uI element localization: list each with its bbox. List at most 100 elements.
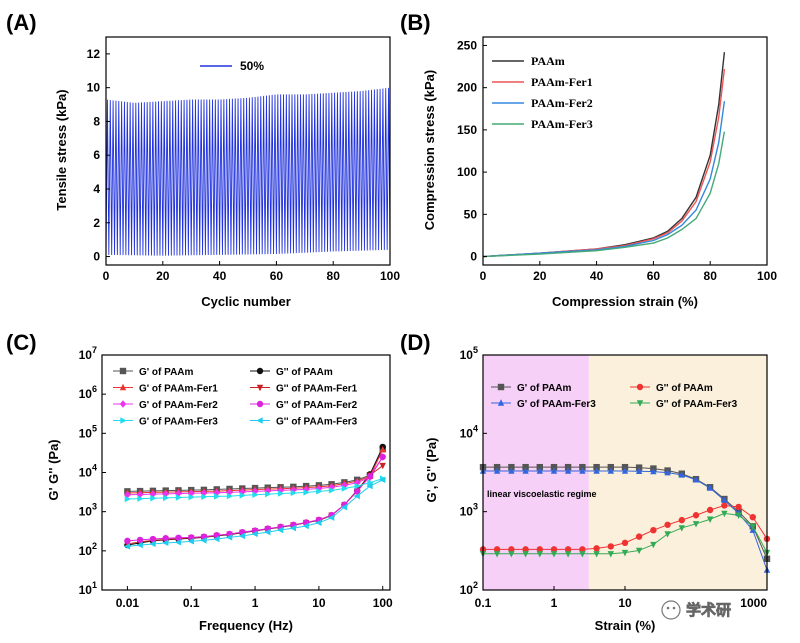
panel-d-data-point: [678, 516, 686, 524]
panel-c-data-point: [150, 495, 157, 502]
panel-c-legend-marker: [119, 367, 127, 375]
panel-d-data-point: [508, 463, 515, 471]
panel-a-ytick-label: 8: [93, 114, 100, 128]
panel-c-data-point: [124, 537, 131, 545]
panel-c-ytick-label: 104: [79, 463, 97, 480]
panel-d-data-point: [493, 463, 501, 471]
panel-a-ytick-label: 2: [93, 216, 100, 230]
panel-a-xtick-label: 20: [156, 269, 170, 283]
panel-d-data-point: [536, 467, 544, 474]
panel-c-ytick-label: 101: [79, 580, 97, 597]
panel-c-legend-marker: [256, 417, 263, 424]
panel-d-label: (D): [400, 330, 431, 355]
panel-b-ytick-label: 50: [464, 207, 478, 221]
panel-b: (B) Compression stress (kPa) Compression…: [400, 10, 777, 309]
panel-c-data-point: [302, 522, 309, 530]
panel-c-xtick-label: 1: [252, 596, 259, 610]
panel-d-data-point: [493, 551, 501, 558]
panel-c-legend-marker: [256, 367, 264, 375]
panel-d-data-point: [706, 516, 714, 523]
panel-c-data-point: [162, 494, 170, 502]
panel-d-xlabel: Strain (%): [595, 618, 656, 633]
panel-c-data-point: [161, 539, 169, 547]
panel-d: (D) G', G'' (Pa) Strain (%) linear visco…: [400, 330, 771, 633]
panel-c-data-point: [201, 493, 208, 500]
panel-d-data-point: [508, 467, 515, 474]
panel-c-label: (C): [6, 330, 37, 355]
panel-c-data-point: [252, 491, 259, 498]
panel-b-ytick-label: 150: [457, 123, 477, 137]
panel-a-ytick-label: 0: [93, 250, 100, 264]
panel-d-data-point: [607, 551, 615, 558]
panel-a-xlabel: Cyclic number: [201, 294, 291, 309]
panel-d-data-point: [536, 551, 544, 558]
panel-c-ytick-label: 105: [79, 423, 97, 440]
panel-c-data-point: [213, 535, 220, 543]
panel-c-data-point: [200, 537, 207, 544]
panel-b-xtick-label: 60: [647, 269, 661, 283]
panel-c-ytick-label: 106: [79, 384, 97, 401]
panel-d-data-point: [749, 523, 757, 531]
panel-b-series-line: [482, 131, 726, 258]
panel-d-data-point: [607, 467, 615, 474]
panel-d-data-point: [664, 521, 671, 528]
panel-d-data-point: [536, 463, 544, 471]
panel-d-data-point: [635, 547, 643, 555]
panel-d-region-band: [483, 355, 589, 590]
panel-c-data-point: [276, 526, 284, 534]
panel-b-xtick-label: 40: [590, 269, 604, 283]
panel-c-ytick-label: 107: [79, 345, 97, 362]
panel-b-xtick-label: 80: [704, 269, 718, 283]
panel-d-data-point: [593, 463, 600, 471]
panel-d-ytick-label: 103: [460, 502, 478, 519]
panel-d-data-point: [550, 467, 558, 474]
panel-c-data-point: [316, 488, 323, 495]
panel-d-data-point: [522, 463, 529, 471]
panel-c-data-point: [290, 489, 298, 497]
panel-d-xtick-label: 1000: [740, 596, 767, 610]
panel-b-ytick-label: 250: [457, 38, 477, 52]
panel-a-ytick-label: 4: [93, 182, 100, 196]
panel-c-data-point: [239, 492, 246, 499]
panel-d-ytick-label: 104: [460, 423, 478, 440]
panel-d-data-point: [593, 545, 600, 552]
panel-c-data-point: [264, 528, 271, 536]
panel-b-ytick-label: 200: [457, 81, 477, 95]
panel-a: (A) Tensile stress (kPa) Cyclic number 5…: [6, 10, 400, 309]
panel-d-data-point: [721, 502, 728, 509]
panel-a-plot-frame: [105, 36, 391, 266]
panel-b-ytick-label: 100: [457, 165, 477, 179]
panel-c-xtick-label: 0.1: [183, 596, 200, 610]
panel-b-series-line: [482, 101, 726, 258]
panel-d-data-point: [593, 467, 600, 474]
panel-c-data-point: [340, 504, 348, 511]
panel-b-series-line: [482, 69, 726, 258]
panel-c-legend-label: G' of PAAm-Fer1: [139, 384, 218, 395]
panel-d-data-point: [635, 533, 643, 540]
panel-c-data-point: [353, 488, 361, 495]
panel-c-ytick-label: 102: [79, 541, 97, 558]
panel-d-data-point: [621, 463, 629, 471]
panel-c-legend-label: G' of PAAm-Fer2: [139, 400, 218, 411]
panel-a-xtick-label: 80: [327, 269, 341, 283]
panel-c-data-point: [149, 535, 157, 543]
panel-c-legend-marker: [120, 417, 127, 424]
panel-d-data-point: [536, 546, 544, 553]
panel-c-data-point: [251, 530, 258, 538]
panel-c-data-point: [379, 446, 386, 453]
panel-c-data-point: [379, 476, 386, 484]
watermark-logo-eye-left: [666, 606, 670, 610]
panel-a-xtick-label: 60: [270, 269, 284, 283]
panel-c-data-point: [123, 543, 131, 550]
panel-d-data-point: [735, 512, 742, 519]
panel-c-data-point: [277, 490, 285, 497]
panel-d-data-point: [564, 463, 572, 471]
panel-a-label: (A): [6, 10, 37, 35]
panel-c-data-point: [136, 536, 144, 544]
panel-b-label: (B): [400, 10, 431, 35]
panel-d-legend-marker: [497, 383, 505, 391]
panel-a-ytick-label: 6: [93, 148, 100, 162]
panel-b-xtick-label: 20: [533, 269, 547, 283]
watermark-logo-eye-right: [672, 606, 676, 610]
